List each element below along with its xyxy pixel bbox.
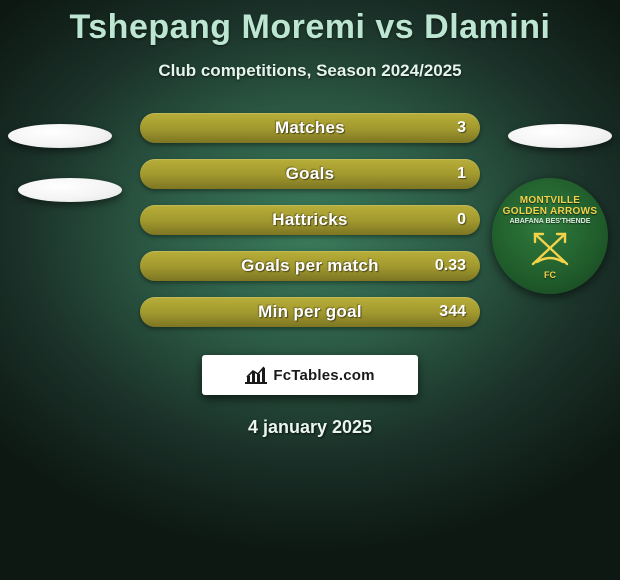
comparison-card: Tshepang Moremi vs Dlamini Club competit… <box>0 0 620 580</box>
club-badge: MONTVILLE GOLDEN ARROWS ABAFANA BES'THEN… <box>492 178 608 294</box>
player-left-placeholder-1 <box>8 124 112 148</box>
stat-value: 1 <box>457 165 466 183</box>
badge-line2-text: GOLDEN ARROWS <box>503 206 598 217</box>
bar-chart-icon <box>245 366 267 384</box>
badge-line1: MONTVILLE GOLDEN ARROWS <box>503 196 598 217</box>
stat-value: 344 <box>439 303 466 321</box>
stat-label: Min per goal <box>258 302 362 322</box>
stat-bar: Hattricks 0 <box>140 205 480 235</box>
badge-line1-text: MONTVILLE <box>520 195 580 206</box>
stat-label: Matches <box>275 118 345 138</box>
stat-label: Goals <box>286 164 335 184</box>
badge-fc: FC <box>544 270 556 280</box>
branding-badge: FcTables.com <box>202 355 418 395</box>
stat-bar: Min per goal 344 <box>140 297 480 327</box>
stat-value: 0.33 <box>435 257 466 275</box>
stat-label: Goals per match <box>241 256 379 276</box>
stat-bar: Goals 1 <box>140 159 480 189</box>
player-right-placeholder <box>508 124 612 148</box>
stat-bar: Matches 3 <box>140 113 480 143</box>
arrows-icon <box>523 228 577 270</box>
subtitle: Club competitions, Season 2024/2025 <box>0 61 620 81</box>
stat-value: 3 <box>457 119 466 137</box>
page-title: Tshepang Moremi vs Dlamini <box>0 0 620 47</box>
date-label: 4 january 2025 <box>0 417 620 438</box>
player-left-placeholder-2 <box>18 178 122 202</box>
stat-label: Hattricks <box>272 210 347 230</box>
branding-text: FcTables.com <box>273 367 374 384</box>
stat-value: 0 <box>457 211 466 229</box>
badge-line3: ABAFANA BES'THENDE <box>510 218 591 225</box>
stat-bar: Goals per match 0.33 <box>140 251 480 281</box>
